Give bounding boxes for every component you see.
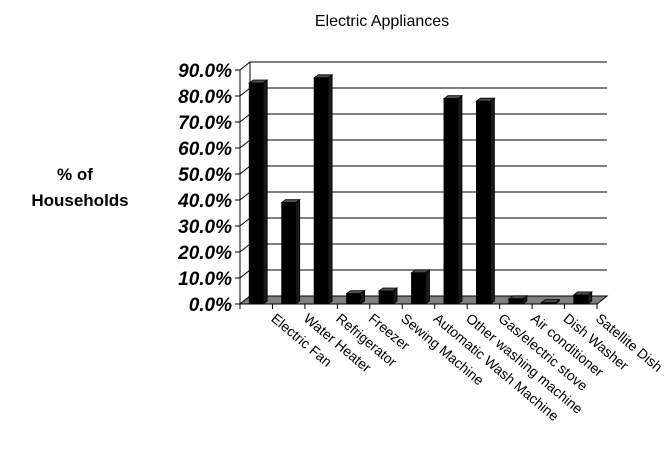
y-tick-label: 60.0% [178, 139, 232, 160]
bar [313, 77, 329, 305]
y-tick-label: 10.0% [178, 269, 232, 290]
bar-side [327, 74, 333, 305]
bar [573, 294, 589, 305]
bar-side [457, 94, 463, 305]
bar [346, 293, 361, 305]
bar [411, 272, 426, 305]
bar [281, 202, 297, 305]
plot-area: 0.0% 10.0% 20.0% 30.0% 40.0% 50.0% 60.0% 70.0% 8… [177, 61, 664, 424]
y-tick-label: 20.0% [177, 243, 232, 264]
y-tick-label: 40.0% [177, 191, 232, 212]
bar [540, 302, 556, 305]
bar-side [295, 198, 301, 305]
y-tick-label: 30.0% [178, 217, 232, 238]
gridline-depth [239, 269, 251, 279]
bar [443, 98, 459, 305]
gridline-depth [239, 165, 251, 175]
y-tick-label: 70.0% [178, 113, 232, 134]
bar [378, 290, 394, 305]
y-tick-label: 80.0% [178, 87, 232, 108]
bar [508, 298, 524, 305]
gridline-depth [239, 61, 251, 71]
gridline-depth [239, 139, 251, 149]
y-axis-label-line-1: % of [57, 165, 93, 184]
y-tick-label: 50.0% [178, 165, 232, 186]
bar [248, 82, 264, 305]
bar-side [262, 79, 268, 305]
bar-side [490, 97, 495, 305]
y-tick-label: 0.0% [189, 295, 232, 316]
gridline-depth [239, 87, 251, 97]
gridline-depth [239, 217, 251, 227]
bar [476, 100, 491, 305]
gridline-depth [239, 113, 251, 123]
gridline-depth [239, 191, 251, 201]
y-tick-label: 90.0% [178, 61, 232, 82]
gridline-depth [239, 243, 251, 253]
y-axis-label-line-2: Households [31, 191, 128, 210]
bar-side [425, 268, 430, 305]
chart-title: Electric Appliances [315, 13, 449, 30]
